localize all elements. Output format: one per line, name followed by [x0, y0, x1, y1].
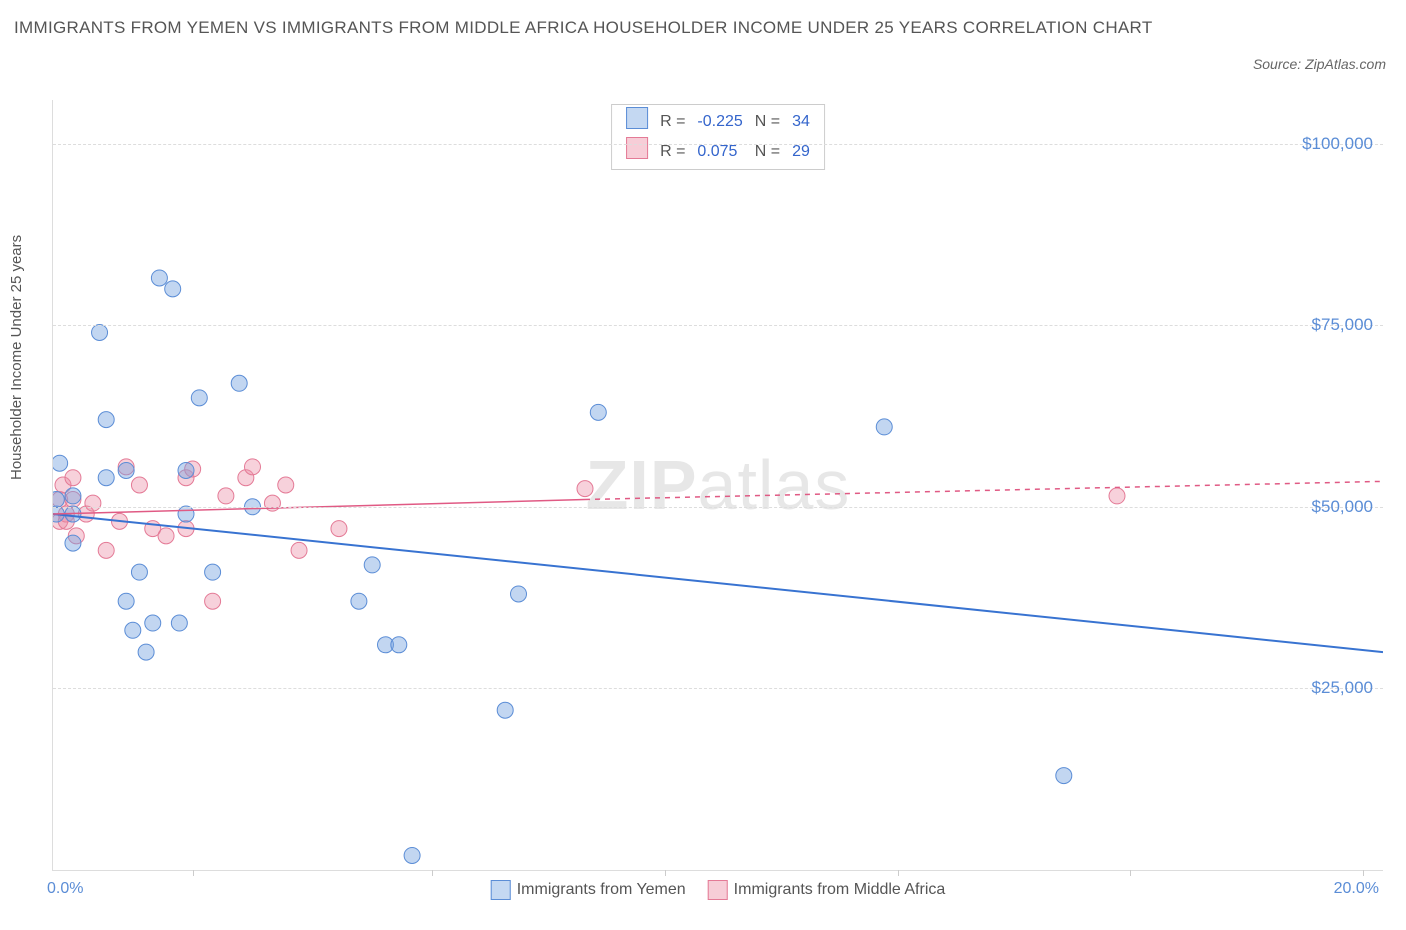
stats-row-series-b: R = 0.075 N = 29	[620, 137, 816, 167]
legend-bottom: Immigrants from Yemen Immigrants from Mi…	[491, 880, 946, 900]
legend-swatch-a	[491, 880, 511, 900]
page: IMMIGRANTS FROM YEMEN VS IMMIGRANTS FROM…	[0, 0, 1406, 930]
y-tick-label: $50,000	[1312, 497, 1373, 517]
gridline	[53, 325, 1383, 326]
x-tick	[898, 870, 899, 876]
x-tick	[1130, 870, 1131, 876]
stats-r-value-b: 0.075	[691, 137, 748, 167]
gridline	[53, 507, 1383, 508]
stats-n-value-b: 29	[786, 137, 816, 167]
y-axis-label: Householder Income Under 25 years	[8, 235, 25, 480]
stats-r-label: R =	[654, 137, 691, 167]
x-tick	[665, 870, 666, 876]
swatch-series-a	[626, 107, 648, 129]
stats-row-series-a: R = -0.225 N = 34	[620, 107, 816, 137]
stats-r-value-a: -0.225	[691, 107, 748, 137]
y-tick-label: $100,000	[1302, 134, 1373, 154]
swatch-series-b	[626, 137, 648, 159]
legend-item-a: Immigrants from Yemen	[491, 880, 686, 900]
stats-n-label: N =	[749, 137, 786, 167]
stats-r-label: R =	[654, 107, 691, 137]
legend-label-b: Immigrants from Middle Africa	[734, 881, 946, 898]
legend-label-a: Immigrants from Yemen	[517, 881, 686, 898]
source-label: Source: ZipAtlas.com	[1253, 56, 1386, 72]
legend-swatch-b	[708, 880, 728, 900]
x-tick	[193, 870, 194, 876]
plot-svg	[53, 100, 1383, 870]
gridline	[53, 688, 1383, 689]
x-tick	[1363, 870, 1364, 876]
y-tick-label: $75,000	[1312, 315, 1373, 335]
stats-legend-box: R = -0.225 N = 34 R = 0.075 N = 29	[611, 104, 825, 170]
y-tick-label: $25,000	[1312, 678, 1373, 698]
x-axis-min-label: 0.0%	[47, 880, 83, 898]
chart-title: IMMIGRANTS FROM YEMEN VS IMMIGRANTS FROM…	[14, 14, 1246, 41]
stats-n-label: N =	[749, 107, 786, 137]
legend-item-b: Immigrants from Middle Africa	[708, 880, 946, 900]
chart-plot-area: ZIPatlas R = -0.225 N = 34 R = 0.075 N =…	[52, 100, 1383, 871]
stats-n-value-a: 34	[786, 107, 816, 137]
x-axis-max-label: 20.0%	[1334, 880, 1379, 898]
x-tick	[432, 870, 433, 876]
gridline	[53, 144, 1383, 145]
